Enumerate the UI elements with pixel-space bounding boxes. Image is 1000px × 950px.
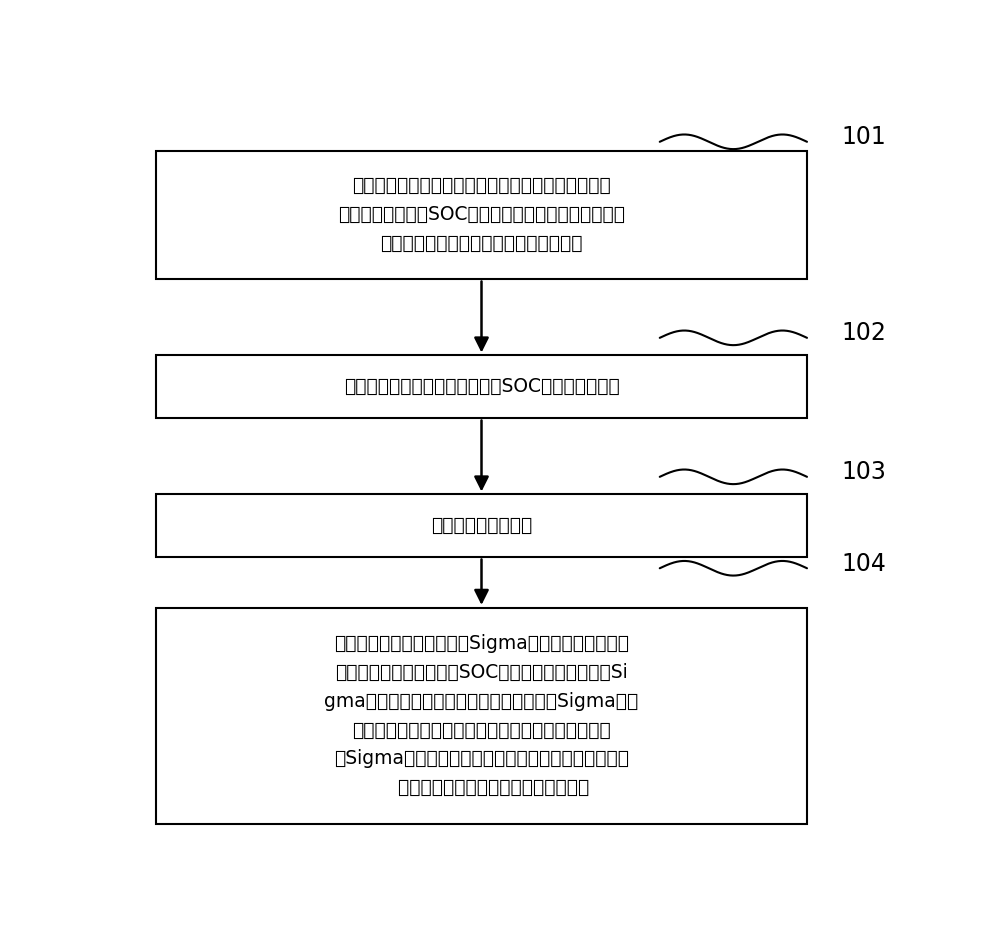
FancyBboxPatch shape <box>156 355 807 418</box>
Text: 根据所述模型参数构建动力电池SOC估算的基础公式: 根据所述模型参数构建动力电池SOC估算的基础公式 <box>344 377 619 396</box>
FancyBboxPatch shape <box>156 608 807 824</box>
FancyBboxPatch shape <box>156 494 807 557</box>
Text: 101: 101 <box>842 125 887 149</box>
Text: 将所述开路电压输入强跟踪Sigma点卡尔曼滤波模型估
算得到锂离子动力电池的SOC值；其中，所述强跟踪Si
gma点卡尔曼滤波模型是将所述基础公式和Sigma点: 将所述开路电压输入强跟踪Sigma点卡尔曼滤波模型估 算得到锂离子动力电池的SO… <box>324 635 639 797</box>
Text: 103: 103 <box>842 461 887 484</box>
Text: 104: 104 <box>842 552 887 576</box>
Text: 对锂离子动力电池的等效电路建模，读取电池模型的
参数和初始的电池SOC值，采用最小二乘法对电池模型
的参数进行辨识计算得到对应的模型参数: 对锂离子动力电池的等效电路建模，读取电池模型的 参数和初始的电池SOC值，采用最… <box>338 177 625 253</box>
Text: 读取电池的开路电压: 读取电池的开路电压 <box>431 516 532 535</box>
Text: 102: 102 <box>842 321 887 346</box>
FancyBboxPatch shape <box>156 151 807 278</box>
